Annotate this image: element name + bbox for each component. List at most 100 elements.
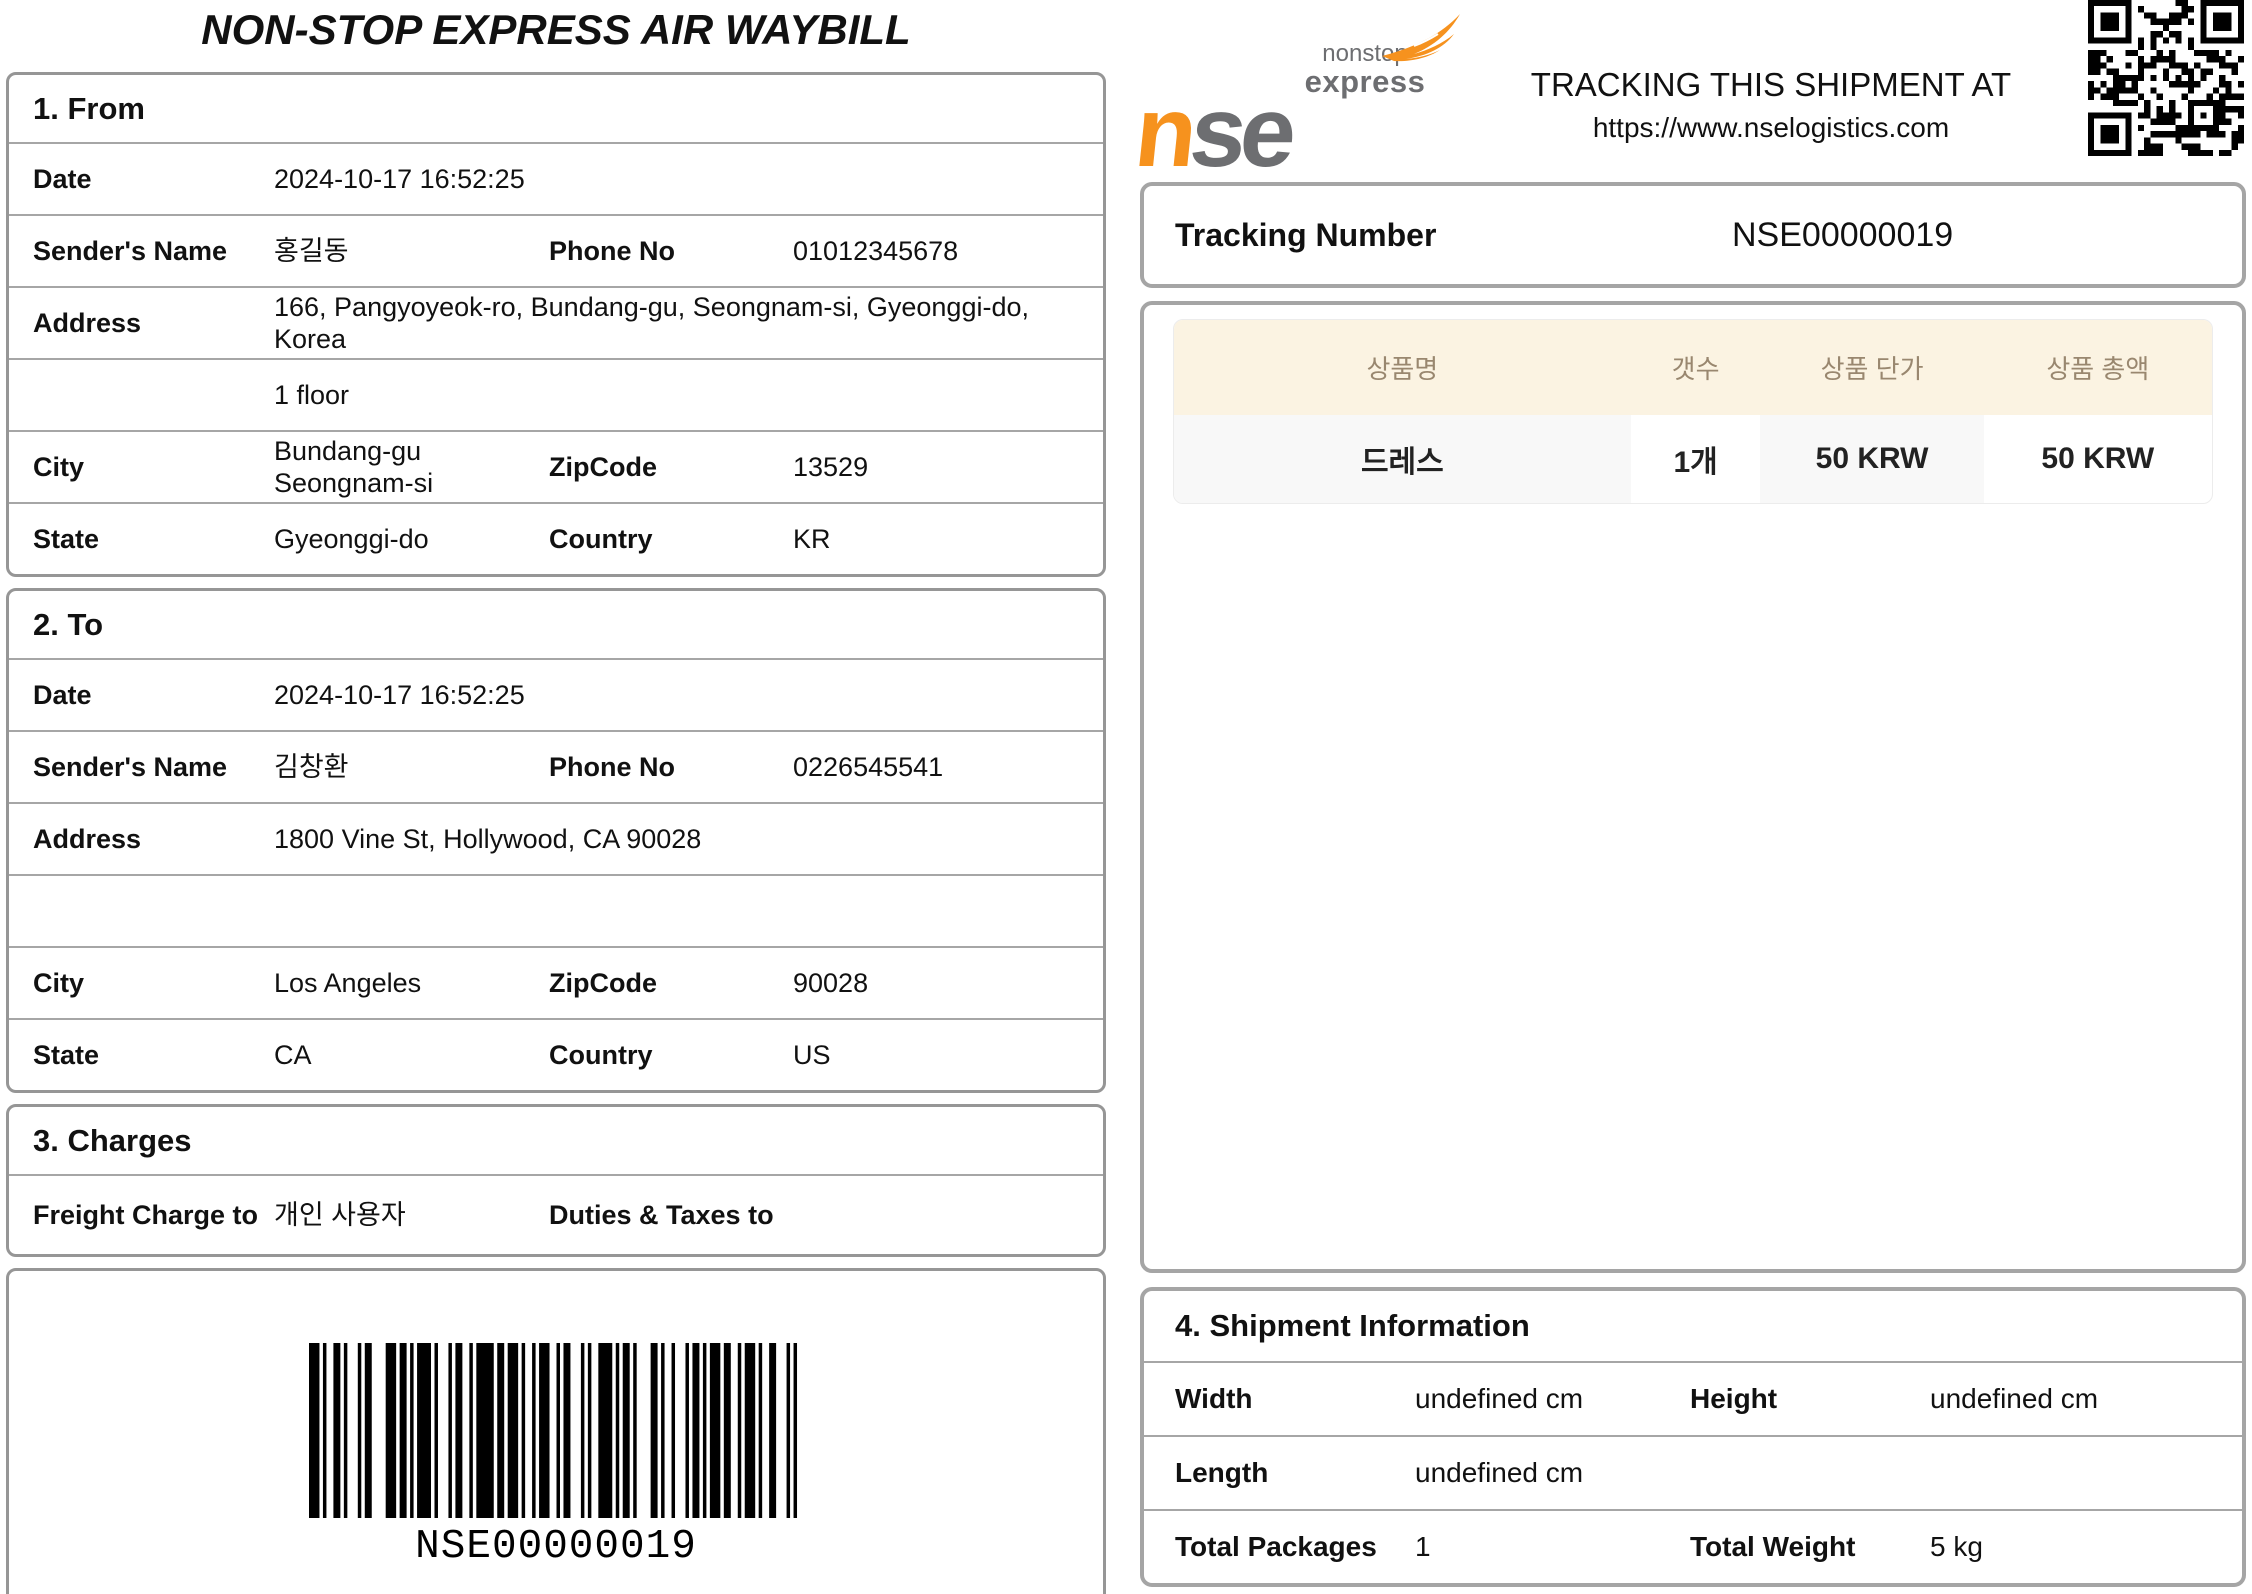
from-city-row: City Bundang-gu Seongnam-si ZipCode 1352…: [9, 430, 1103, 502]
from-address2-value: 1 floor: [274, 379, 350, 410]
product-total-cell: 50 KRW: [2041, 442, 2155, 475]
products-table: 상품명 갯수 상품 단가 상품 총액 드레스 1개 50 KRW 50 KRW: [1173, 319, 2213, 504]
from-name-label: Sender's Name: [33, 235, 228, 266]
to-address2-row: [9, 874, 1103, 946]
length-label: Length: [1175, 1457, 1269, 1488]
to-address-value: 1800 Vine St, Hollywood, CA 90028: [274, 823, 702, 854]
product-total-header: 상품 총액: [2046, 354, 2150, 384]
shipment-info-section: 4. Shipment Information Width undefined …: [1140, 1287, 2246, 1587]
charges-section: 3. Charges Freight Charge to 개인 사용자 Duti…: [6, 1104, 1106, 1257]
to-section-title: 2. To: [33, 606, 104, 642]
height-value: undefined cm: [1930, 1383, 2099, 1414]
from-section: 1. From Date 2024-10-17 16:52:25 Sender'…: [6, 72, 1106, 577]
to-country-value: US: [793, 1039, 831, 1070]
to-address-label: Address: [33, 823, 142, 854]
total-weight-label: Total Weight: [1690, 1531, 1856, 1562]
from-date-value: 2024-10-17 16:52:25: [274, 163, 525, 194]
from-phone-value: 01012345678: [793, 235, 959, 266]
nse-logo: nse nonstop express: [1130, 4, 1480, 188]
tracking-banner: TRACKING THIS SHIPMENT AT https://www.ns…: [1525, 66, 2017, 144]
from-date-row: Date 2024-10-17 16:52:25: [9, 142, 1103, 214]
to-date-label: Date: [33, 679, 92, 710]
from-address-row: Address 166, Pangyoyeok-ro, Bundang-gu, …: [9, 286, 1103, 358]
logo-se: se: [1185, 76, 1297, 188]
logo-express: express: [1304, 64, 1426, 99]
brand-block: nse nonstop express TRACKING THIS SHIPME…: [1130, 0, 2246, 188]
product-qty-cell: 1개: [1673, 446, 1718, 479]
to-date-value: 2024-10-17 16:52:25: [274, 679, 525, 710]
product-unit-price-cell: 50 KRW: [1760, 415, 1984, 503]
to-phone-label: Phone No: [549, 751, 675, 782]
barcode-section: NSE00000019: [6, 1268, 1106, 1594]
to-city-label: City: [33, 967, 85, 998]
tracking-number-label: Tracking Number: [1175, 216, 1437, 253]
page-title: NON-STOP EXPRESS AIR WAYBILL: [201, 6, 911, 53]
to-state-label: State: [33, 1039, 100, 1070]
product-unit-price-header: 상품 단가: [1820, 354, 1924, 384]
tracking-banner-line1: TRACKING THIS SHIPMENT AT: [1530, 66, 2012, 103]
width-value: undefined cm: [1415, 1383, 1584, 1414]
freight-charge-value: 개인 사용자: [274, 1199, 406, 1230]
height-label: Height: [1690, 1383, 1778, 1414]
barcode-icon: [308, 1343, 797, 1518]
product-name-header: 상품명: [1366, 354, 1439, 384]
to-state-value: CA: [274, 1039, 312, 1070]
right-column: nse nonstop express TRACKING THIS SHIPME…: [1130, 0, 2246, 1587]
width-label: Width: [1175, 1383, 1253, 1414]
length-value: undefined cm: [1415, 1457, 1584, 1488]
total-packages-value: 1: [1415, 1531, 1431, 1562]
barcode-text: NSE00000019: [415, 1524, 697, 1570]
from-section-title: 1. From: [33, 90, 145, 126]
to-name-label: Sender's Name: [33, 751, 228, 782]
tracking-url: https://www.nselogistics.com: [1592, 112, 1950, 143]
product-qty-header: 갯수: [1671, 354, 1720, 384]
tracking-number-box: Tracking Number NSE00000019: [1140, 182, 2246, 288]
duties-taxes-label: Duties & Taxes to: [549, 1199, 774, 1230]
total-weight-value: 5 kg: [1930, 1531, 1983, 1562]
to-state-row: State CA Country US: [9, 1018, 1103, 1090]
to-phone-value: 0226545541: [793, 751, 944, 782]
nse-logo-text: nse: [1130, 76, 1296, 188]
tracking-number-value: NSE00000019: [1732, 215, 1954, 254]
freight-charge-label: Freight Charge to: [33, 1199, 259, 1230]
from-sender-row: Sender's Name 홍길동 Phone No 01012345678: [9, 214, 1103, 286]
from-state-row: State Gyeonggi-do Country KR: [9, 502, 1103, 574]
from-date-label: Date: [33, 163, 92, 194]
from-address2-row: 1 floor: [9, 358, 1103, 430]
to-date-row: Date 2024-10-17 16:52:25: [9, 658, 1103, 730]
product-row: 드레스 1개 50 KRW 50 KRW: [1174, 415, 2212, 503]
to-sender-row: Sender's Name 김창환 Phone No 0226545541: [9, 730, 1103, 802]
products-section: 상품명 갯수 상품 단가 상품 총액 드레스 1개 50 KRW 50 KRW: [1140, 301, 2246, 1273]
product-name-cell: 드레스: [1174, 415, 1631, 503]
from-zip-label: ZipCode: [549, 451, 657, 482]
from-state-label: State: [33, 523, 100, 554]
from-phone-label: Phone No: [549, 235, 675, 266]
to-city-value: Los Angeles: [274, 967, 422, 998]
shipment-width-row: Width undefined cm Height undefined cm: [1144, 1361, 2242, 1435]
from-country-value: KR: [793, 523, 831, 554]
charges-row: Freight Charge to 개인 사용자 Duties & Taxes …: [9, 1174, 1103, 1254]
shipment-totals-row: Total Packages 1 Total Weight 5 kg: [1144, 1509, 2242, 1583]
to-address-row: Address 1800 Vine St, Hollywood, CA 9002…: [9, 802, 1103, 874]
from-address-label: Address: [33, 307, 142, 338]
products-table-header: 상품명 갯수 상품 단가 상품 총액: [1174, 320, 2212, 415]
to-zip-value: 90028: [793, 967, 869, 998]
to-name-value: 김창환: [274, 751, 349, 782]
charges-section-title: 3. Charges: [33, 1122, 192, 1158]
from-address-value: 166, Pangyoyeok-ro, Bundang-gu, Seongnam…: [274, 291, 1029, 354]
to-country-label: Country: [549, 1039, 653, 1070]
to-zip-label: ZipCode: [549, 967, 657, 998]
shipment-section-title: 4. Shipment Information: [1175, 1308, 1530, 1343]
shipment-length-row: Length undefined cm: [1144, 1435, 2242, 1509]
from-city-value: Bundang-gu Seongnam-si: [274, 435, 434, 498]
from-zip-value: 13529: [793, 451, 869, 482]
to-city-row: City Los Angeles ZipCode 90028: [9, 946, 1103, 1018]
total-packages-label: Total Packages: [1175, 1531, 1377, 1562]
from-name-value: 홍길동: [274, 235, 349, 266]
to-section: 2. To Date 2024-10-17 16:52:25 Sender's …: [6, 588, 1106, 1093]
from-city-label: City: [33, 451, 85, 482]
from-country-label: Country: [549, 523, 653, 554]
left-column: NON-STOP EXPRESS AIR WAYBILL 1. From Dat…: [6, 0, 1106, 1594]
qr-code-icon: [2088, 0, 2244, 156]
